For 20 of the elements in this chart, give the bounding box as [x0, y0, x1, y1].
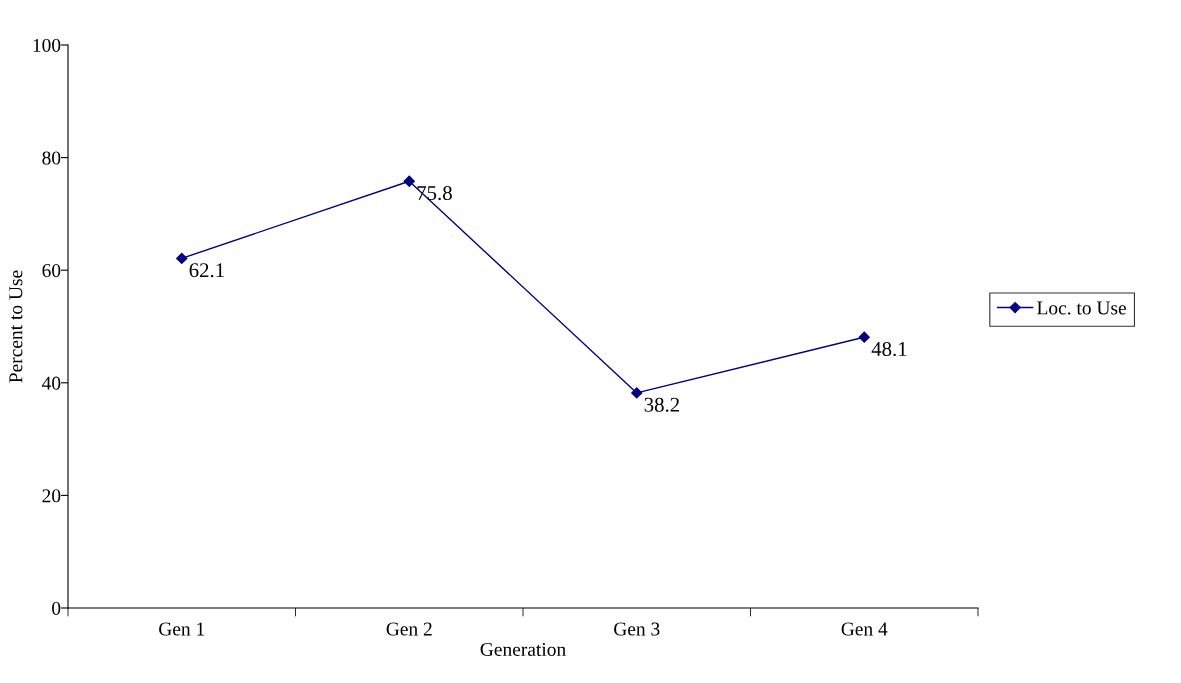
- x-tick-label: Gen 3: [614, 622, 660, 636]
- y-tick-label: 0: [52, 601, 61, 615]
- x-tick-label: Gen 2: [386, 622, 432, 636]
- data-label: 48.1: [871, 341, 907, 357]
- y-axis-title: Percent to Use: [9, 270, 23, 383]
- y-tick-label: 60: [42, 264, 61, 278]
- x-axis-title: Generation: [480, 642, 566, 656]
- y-tick-label: 20: [42, 489, 61, 503]
- point: [176, 252, 188, 264]
- point: [403, 175, 415, 187]
- data-label: 62.1: [189, 263, 224, 278]
- data-label: 38.2: [644, 397, 679, 412]
- legend-label: Loc. to Use: [1037, 301, 1126, 315]
- x-tick-label: Gen 1: [159, 622, 205, 636]
- y-tick-label: 80: [42, 151, 61, 165]
- y-tick-label: 100: [33, 38, 61, 52]
- point: [858, 331, 870, 343]
- point: [631, 387, 643, 399]
- x-tick-label: Gen 4: [841, 622, 888, 636]
- y-tick-label: 40: [41, 376, 61, 390]
